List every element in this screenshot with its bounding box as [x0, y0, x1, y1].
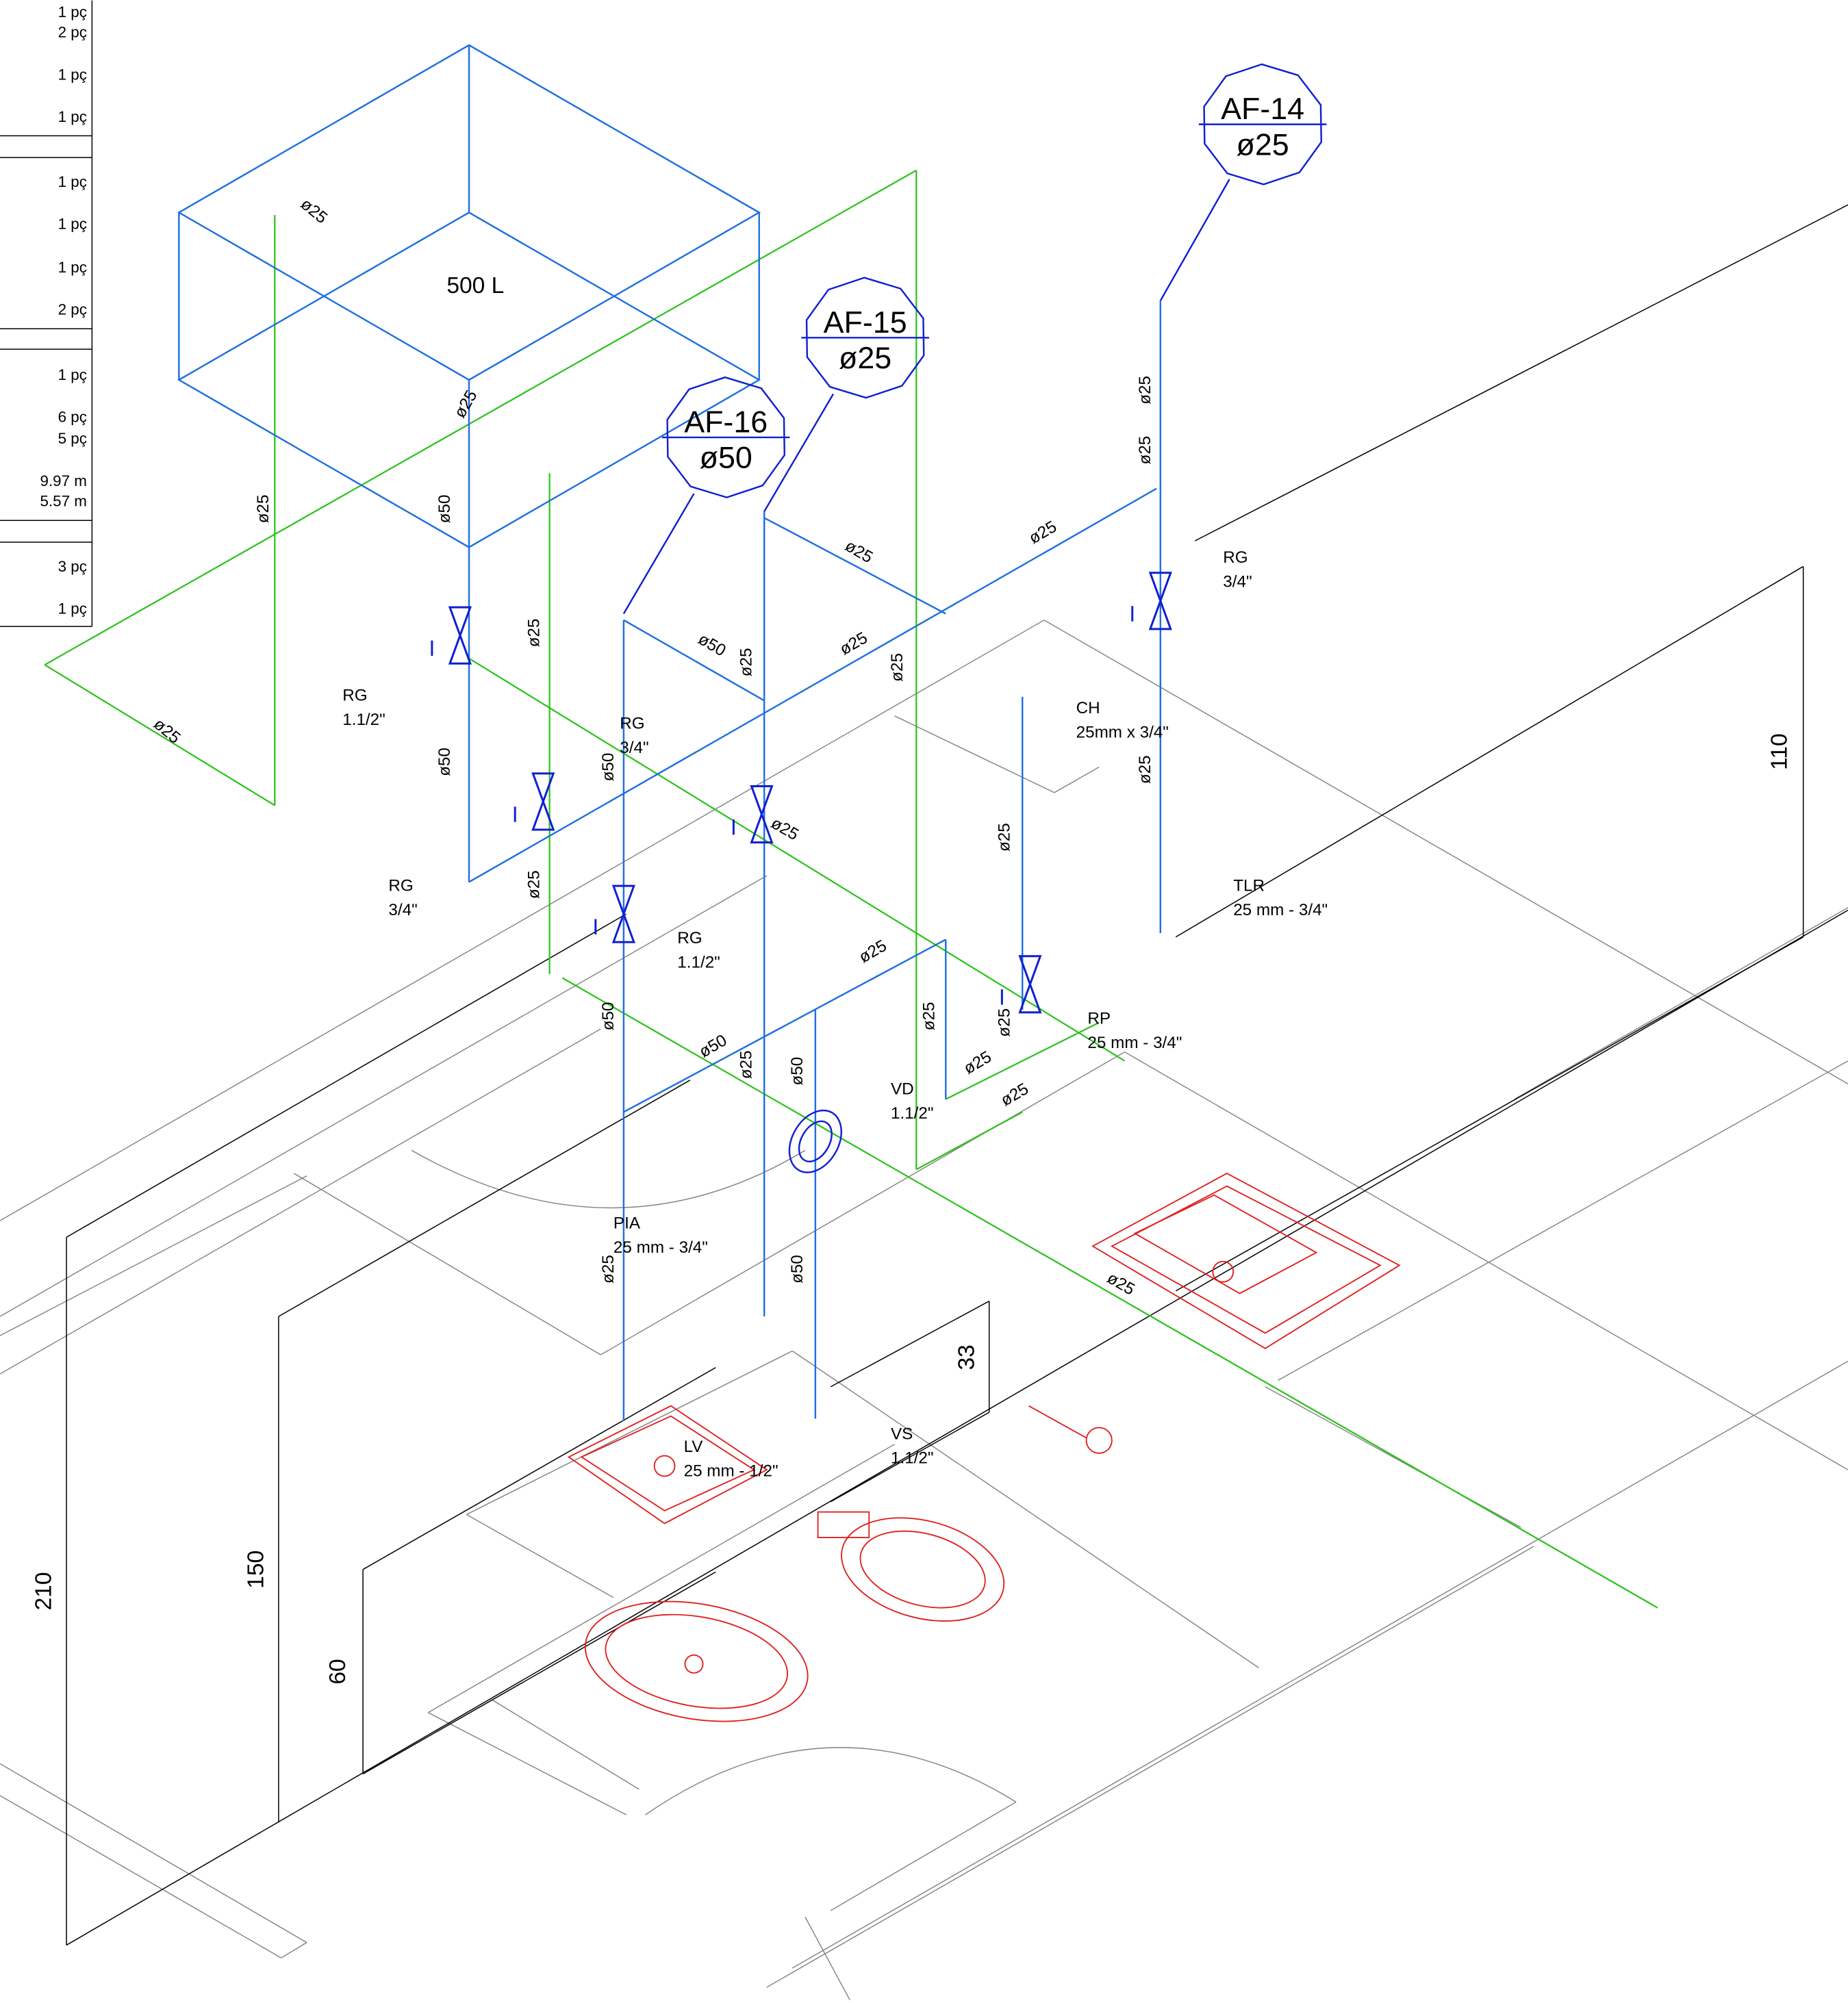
fixture-spec: 1.1/2": [891, 1104, 934, 1123]
tag-diameter: ø25: [1237, 127, 1289, 162]
floor-plan: [0, 620, 1848, 2000]
pipe-label: ø25: [525, 870, 544, 899]
page: 1 pç 2 pç 1 pç 1 pç 1 pç 1 pç 1 pç 2 pç 1 pç 6 pç…: [0, 0, 1848, 2003]
parts-qty: 1 pç: [58, 173, 87, 190]
tag-diameter: ø50: [700, 441, 752, 475]
pipe-label: ø25: [888, 653, 907, 682]
tag-diameter: ø25: [839, 341, 891, 375]
parts-qty: 1 pç: [58, 216, 87, 233]
valve: [752, 786, 772, 842]
labels: 1 pç 2 pç 1 pç 1 pç 1 pç 1 pç 1 pç 2 pç 1 pç 6 pç…: [31, 3, 1793, 1685]
parts-qty: 5.57 m: [40, 493, 87, 510]
fixture-spec: 3/4": [1223, 572, 1252, 591]
pipe-label: ø50: [695, 630, 729, 660]
pipe-label: ø25: [297, 195, 331, 228]
valve: [450, 607, 470, 663]
fixture-spec: 1.1/2": [677, 954, 720, 972]
parts-qty: 2 pç: [58, 24, 87, 41]
pipe-label: ø25: [1026, 518, 1060, 548]
pipe-label: ø25: [768, 814, 802, 844]
dimension: 60: [325, 1659, 351, 1684]
fixture-code: VD: [891, 1080, 914, 1098]
fixture-code: RG: [342, 686, 367, 704]
fixture-code: RG: [388, 877, 413, 895]
fixture-code: RG: [1223, 548, 1248, 567]
parts-qty: 1 pç: [58, 66, 87, 83]
pipe-label: ø25: [525, 619, 544, 648]
pipe-label: ø25: [451, 387, 481, 422]
parts-qty: 1 pç: [58, 108, 87, 125]
fixture-code: TLR: [1233, 877, 1265, 895]
fixture-spec: 1.1/2": [342, 711, 385, 729]
parts-qty: 1 pç: [58, 600, 87, 617]
pipe-label: ø50: [435, 495, 454, 524]
pipe-label: ø25: [1104, 1268, 1138, 1299]
parts-qty: 2 pç: [58, 301, 87, 318]
tag-name: AF-15: [824, 305, 907, 340]
pipe-label: ø25: [737, 1050, 756, 1079]
fixture-spec: 25 mm - 3/4": [1233, 901, 1328, 919]
pipe-label: ø25: [856, 936, 890, 967]
fixture-spec: 25 mm - 3/4": [1087, 1034, 1182, 1052]
pipe-label: ø25: [1136, 376, 1154, 405]
pipe-label: ø50: [599, 1002, 618, 1031]
fixture-code: RP: [1087, 1010, 1111, 1028]
dimension: 210: [31, 1572, 57, 1610]
dimension: 110: [1767, 733, 1792, 770]
fixture-spec: 25 mm - 1/2": [684, 1462, 779, 1480]
tank-label: 500 L: [446, 273, 504, 298]
parts-qty: 1 pç: [58, 259, 87, 276]
pipe-label: ø50: [599, 753, 618, 782]
fixture-spec: 3/4": [388, 901, 417, 919]
drawing: 1 pç 2 pç 1 pç 1 pç 1 pç 1 pç 1 pç 2 pç 1 pç 6 pç…: [0, 0, 1848, 2003]
pipe-label: ø25: [150, 715, 183, 748]
fixture-code: CH: [1076, 699, 1100, 717]
pipe-label: ø25: [920, 1002, 938, 1031]
fixture-spec: 3/4": [620, 739, 648, 757]
pipe-label: ø25: [996, 1008, 1014, 1037]
fixture-spec: 25 mm - 3/4": [613, 1238, 708, 1257]
pipe-label: ø25: [998, 1080, 1032, 1110]
tag-name: AF-16: [684, 405, 768, 439]
parts-qty: 6 pç: [58, 409, 87, 426]
dimension: 33: [954, 1344, 979, 1370]
fixture-code: RG: [620, 714, 644, 732]
pipe-label: ø25: [254, 495, 273, 524]
fixture-spec: 25mm x 3/4": [1076, 724, 1169, 742]
parts-qty: 1 pç: [58, 3, 87, 21]
blue-pipes: [469, 301, 1161, 1421]
tag-leaders: [624, 179, 1230, 1182]
pipe-label: ø25: [1136, 755, 1154, 784]
pipe-label: ø25: [599, 1255, 618, 1284]
pipe-label: ø25: [996, 823, 1014, 852]
pipe-label: ø25: [737, 648, 756, 677]
parts-qty: 3 pç: [58, 558, 87, 575]
fixture-code: RG: [677, 929, 702, 947]
parts-qty: 9.97 m: [40, 472, 87, 489]
pipe-label: ø25: [1136, 436, 1154, 465]
pipe-label: ø25: [961, 1047, 995, 1077]
dimension: 150: [244, 1551, 269, 1589]
pipe-label: ø50: [788, 1255, 807, 1284]
green-pipes: [45, 170, 1658, 1608]
fixture-code: PIA: [613, 1214, 641, 1232]
parts-qty: 1 pç: [58, 366, 87, 383]
pipe-label: ø50: [788, 1057, 807, 1086]
fixture-code: VS: [891, 1425, 913, 1443]
parts-qty: 5 pç: [58, 430, 87, 447]
pipe-label: ø50: [435, 748, 454, 776]
fixture-spec: 1.1/2": [891, 1449, 934, 1468]
tag-name: AF-14: [1221, 92, 1304, 126]
fixture-code: LV: [684, 1438, 704, 1456]
